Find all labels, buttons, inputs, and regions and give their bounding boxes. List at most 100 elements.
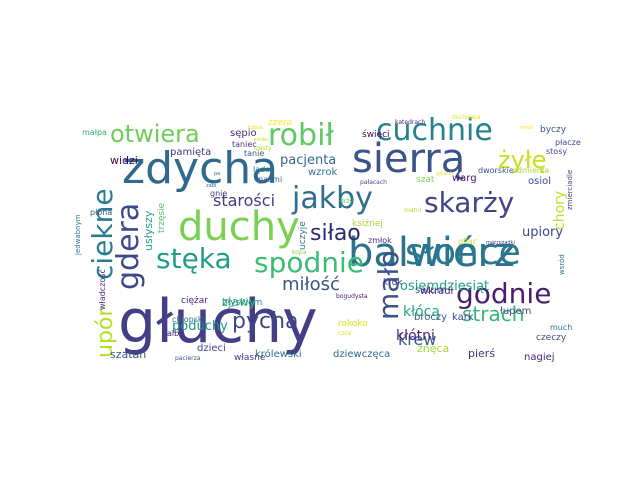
word-cloud-word: skarży bbox=[424, 186, 514, 219]
word-cloud-word: szat bbox=[416, 175, 435, 185]
word-cloud-word: dzieci bbox=[197, 343, 226, 354]
word-cloud-word: mało bbox=[372, 250, 405, 320]
word-cloud-word: duchy bbox=[178, 204, 300, 250]
word-cloud-word: czeczy bbox=[536, 333, 567, 343]
word-cloud-word: widzi bbox=[110, 154, 138, 167]
word-cloud-word: krew bbox=[398, 330, 436, 349]
word-cloud-word: warg bbox=[452, 173, 477, 184]
word-cloud-word: gnie bbox=[210, 189, 227, 198]
word-cloud-word: wzrok bbox=[308, 167, 337, 178]
word-cloud-word: pacjenta bbox=[280, 153, 336, 168]
word-cloud-word: starości bbox=[213, 191, 275, 210]
word-cloud-word: czce bbox=[338, 330, 352, 337]
word-cloud-word: pierś bbox=[468, 347, 495, 360]
word-cloud-word: spodnie bbox=[254, 246, 364, 279]
word-cloud-word: rokoko bbox=[338, 319, 368, 329]
word-cloud-word: znęca bbox=[417, 342, 449, 355]
word-cloud-word: łzęsty bbox=[254, 145, 272, 152]
word-cloud-word: wkradł bbox=[420, 286, 454, 297]
word-cloud-word: królewski bbox=[255, 348, 302, 360]
word-cloud-word: zdycha bbox=[122, 143, 278, 194]
word-cloud-word: dziewczęca bbox=[333, 349, 390, 360]
word-cloud-word: trzęsie bbox=[157, 202, 167, 233]
word-cloud-word: chory bbox=[552, 191, 568, 230]
word-cloud-word: pycha bbox=[232, 309, 299, 334]
word-cloud-word: własne bbox=[234, 353, 266, 363]
word-cloud-word: matni bbox=[404, 207, 422, 214]
word-cloud-word: ciężar bbox=[181, 296, 208, 306]
word-cloud-word: gdera bbox=[111, 203, 146, 290]
word-cloud-word: mosk bbox=[520, 125, 534, 131]
word-cloud-word: katedrach bbox=[395, 119, 425, 126]
word-cloud-word: kobza bbox=[248, 125, 263, 131]
word-cloud-word: zjawy bbox=[222, 295, 256, 309]
word-cloud-word: cuchnie bbox=[376, 113, 493, 148]
word-cloud-word: słońce bbox=[405, 232, 521, 273]
word-cloud-word: kłócą bbox=[403, 304, 440, 320]
word-cloud-word: saturn bbox=[415, 285, 447, 296]
word-cloud-word: krok bbox=[383, 278, 403, 288]
word-cloud-word: pałacach bbox=[360, 179, 387, 186]
word-cloud-word: taniec bbox=[232, 140, 257, 149]
word-cloud-word: jedwabnym bbox=[74, 214, 82, 256]
word-cloud-word: robił bbox=[268, 118, 334, 153]
word-cloud-word: chłopski bbox=[172, 315, 205, 324]
word-cloud-word: płacze bbox=[555, 138, 581, 147]
word-cloud-word: bogudysta bbox=[336, 293, 368, 300]
word-cloud-word: kopa bbox=[292, 249, 307, 256]
word-cloud-word: osiol bbox=[528, 176, 551, 187]
word-cloud-word: sępio bbox=[230, 128, 257, 139]
word-cloud-word: strach bbox=[462, 302, 524, 326]
word-cloud-word: dworskie bbox=[478, 166, 514, 175]
word-cloud-word: ofiar bbox=[458, 237, 477, 246]
word-cloud-word: głuchy bbox=[118, 287, 318, 357]
word-cloud-word: stęka bbox=[156, 242, 232, 275]
word-cloud-word: miłość bbox=[282, 274, 340, 295]
word-cloud-word: byczy bbox=[540, 125, 567, 135]
word-cloud-word: drży bbox=[340, 198, 353, 205]
word-cloud-word: pa bbox=[214, 171, 220, 177]
word-cloud-word: usłyszy bbox=[142, 210, 155, 251]
word-cloud-word: wsród bbox=[558, 254, 566, 275]
word-cloud-word: pasmi bbox=[258, 175, 282, 184]
word-cloud-word: żzera bbox=[268, 118, 292, 128]
word-cloud-word: balwierz bbox=[348, 230, 515, 276]
word-cloud-word: dociekaja bbox=[452, 114, 481, 121]
word-cloud-word: godnie bbox=[456, 277, 551, 310]
word-cloud-word: błyskiem bbox=[222, 298, 262, 308]
word-cloud-word: sierrą bbox=[352, 136, 465, 182]
word-cloud-word: szatan bbox=[110, 348, 146, 361]
word-cloud-word: broczy bbox=[414, 312, 447, 323]
word-cloud-word: kark bbox=[452, 312, 474, 323]
word-cloud-word: tanie bbox=[244, 149, 264, 158]
word-cloud-word: jakby bbox=[291, 181, 373, 216]
word-cloud-word: zmierciadle bbox=[566, 170, 574, 210]
word-cloud-word: płona bbox=[90, 208, 112, 217]
word-cloud-word: gmach bbox=[436, 171, 453, 177]
word-cloud-word: małpa bbox=[82, 128, 107, 137]
word-cloud-word: władczość bbox=[97, 269, 107, 310]
word-cloud-word: uczyje bbox=[298, 221, 308, 250]
word-cloud-word: odmierza bbox=[512, 166, 549, 175]
word-cloud-word: poduchy bbox=[172, 319, 228, 334]
word-cloud-word: zabi bbox=[206, 183, 216, 189]
word-cloud-word: stosy bbox=[546, 147, 567, 156]
word-cloud-word: osiemdziesiąt bbox=[400, 279, 489, 294]
word-cloud-word: pamięta bbox=[170, 147, 211, 158]
word-cloud-word: zmłok bbox=[368, 236, 392, 245]
word-cloud-word: kłótni bbox=[396, 328, 435, 344]
word-cloud-word: alby bbox=[167, 329, 184, 338]
word-cloud-word: ciekne bbox=[86, 188, 119, 280]
word-cloud-word: święci bbox=[362, 129, 390, 140]
word-cloud-word: upiory bbox=[522, 225, 563, 240]
word-cloud-word: łupem bbox=[500, 306, 531, 317]
word-cloud-word: ksiżnej bbox=[352, 219, 383, 229]
word-cloud-word: upór bbox=[93, 307, 118, 358]
word-cloud-word: pacierza bbox=[175, 355, 201, 362]
word-cloud-word: much bbox=[550, 323, 572, 332]
word-cloud-word: siłao bbox=[310, 221, 361, 246]
word-cloud-word: żyłę bbox=[498, 146, 546, 174]
word-cloud-word: otwiera bbox=[110, 120, 200, 148]
